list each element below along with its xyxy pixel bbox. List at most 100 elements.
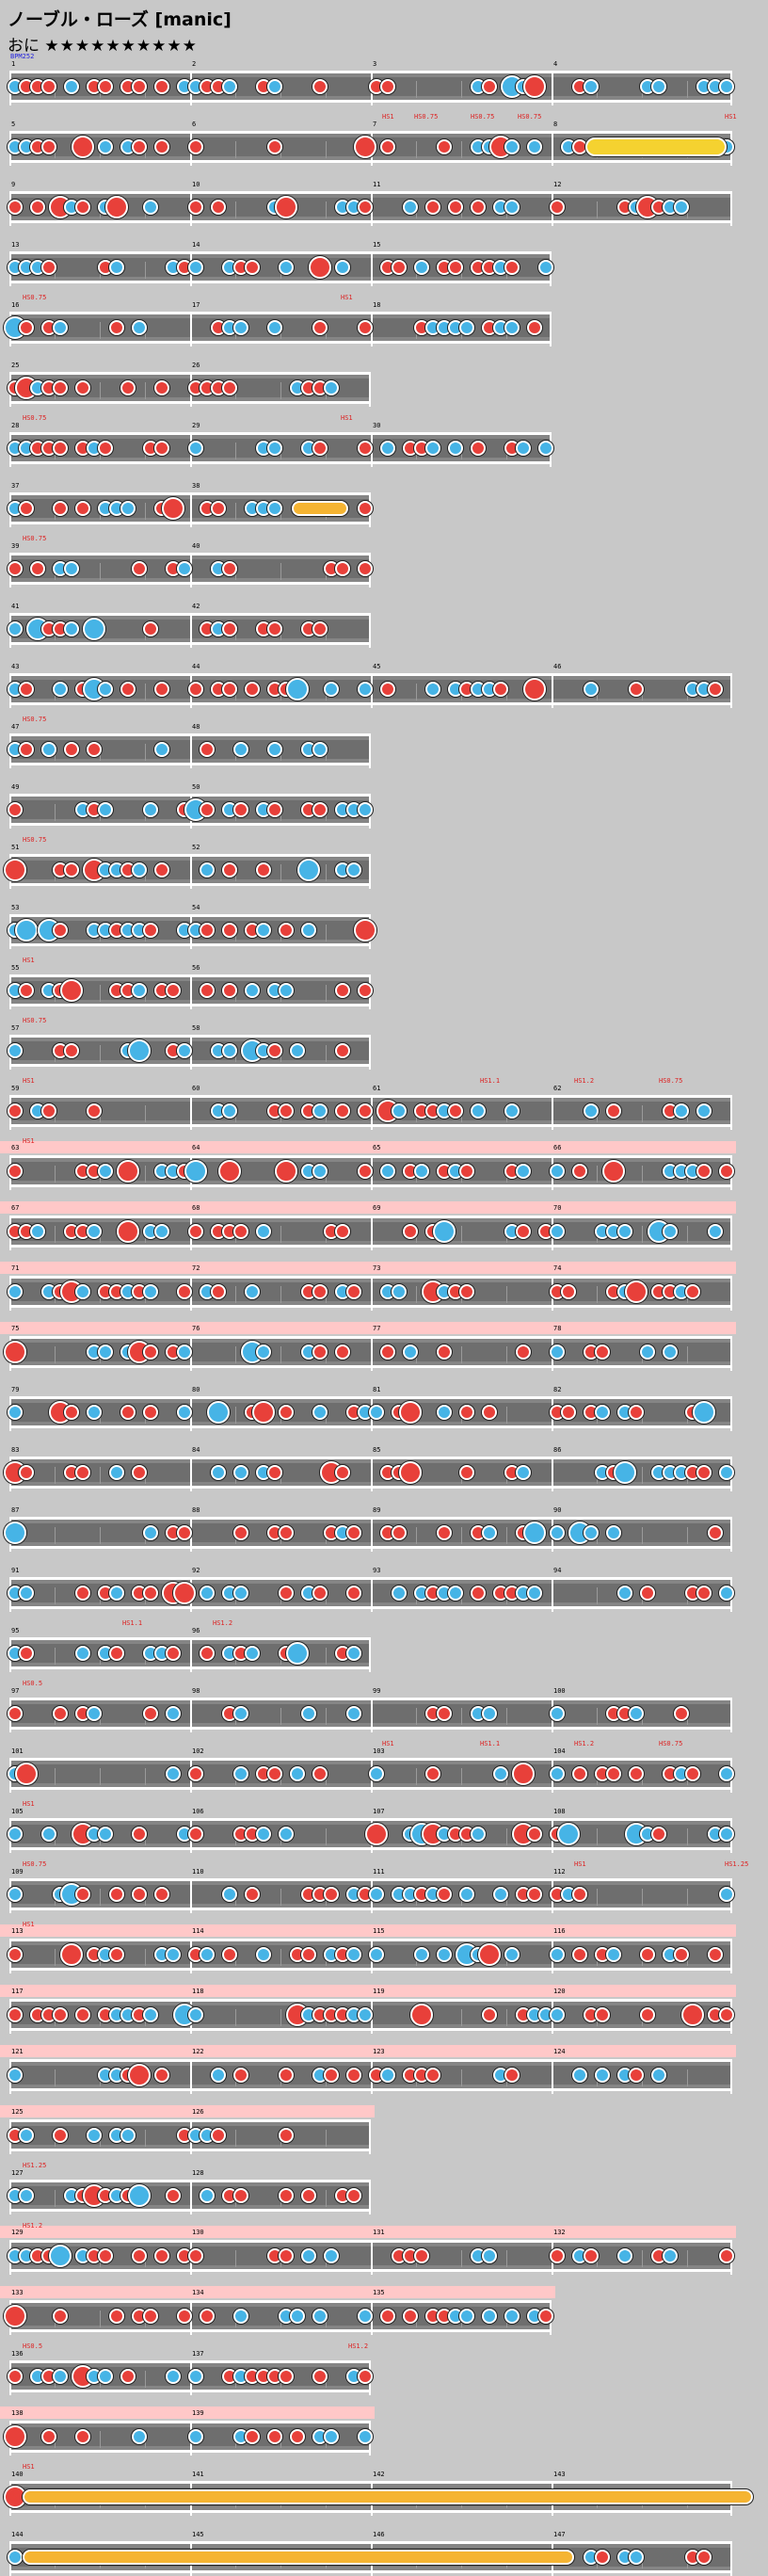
don-note [64, 1043, 79, 1058]
beat-line [145, 2130, 146, 2147]
ka-note [425, 441, 440, 456]
beat-line [55, 1587, 56, 1604]
don-note [504, 260, 520, 275]
don-note [335, 1465, 350, 1480]
don-note [380, 2309, 395, 2324]
ka-note [719, 79, 734, 94]
event-label: HS1.2 [574, 1740, 595, 1747]
note-lane [8, 2541, 732, 2576]
don-note [392, 1525, 407, 1540]
ka-note [132, 862, 147, 877]
ka-note [8, 1887, 23, 1902]
ka-note [312, 1164, 328, 1179]
ka-note [222, 79, 237, 94]
don-note [143, 1706, 158, 1721]
note-lane [8, 1758, 734, 1793]
ka-note [719, 1766, 734, 1781]
beat-line [687, 1346, 688, 1363]
beat-line [55, 1768, 56, 1785]
beat-line [145, 262, 146, 279]
bar-number: 118 [192, 1988, 204, 1995]
bar-number: 119 [373, 1988, 385, 1995]
event-label: HS0.75 [23, 716, 47, 723]
don-note [606, 1103, 621, 1119]
don-note [143, 1405, 158, 1420]
don-note [267, 621, 282, 636]
bar-number: 145 [192, 2531, 204, 2538]
don-note [233, 1525, 248, 1540]
ka-note [324, 682, 339, 697]
don-note [200, 983, 215, 998]
don-note [64, 862, 79, 877]
ka-note [177, 1405, 192, 1420]
bar-number: 70 [553, 1204, 562, 1212]
bar-number: 67 [11, 1204, 20, 1212]
difficulty-stars: ★★★★★★★★★★ [44, 37, 198, 56]
ka-note [433, 1220, 456, 1243]
don-note [301, 2188, 316, 2203]
bar-number: 30 [373, 422, 381, 429]
don-note [471, 200, 486, 215]
gogo-band [0, 1924, 736, 1937]
chart-row: 105 106 107 108 HS1 [0, 1800, 734, 1853]
bar-number: 59 [11, 1085, 20, 1092]
don-note [392, 260, 407, 275]
beat-line [642, 2250, 643, 2267]
don-note [572, 1887, 587, 1902]
barline [730, 1700, 732, 1732]
barline [730, 1279, 732, 1311]
don-note [410, 2004, 433, 2026]
don-note [233, 2068, 248, 2083]
bar-number: 37 [11, 482, 20, 490]
bar-number: 12 [553, 181, 562, 188]
don-note [30, 561, 45, 576]
note-lane [4, 1457, 734, 1491]
beat-line [326, 1828, 327, 1845]
don-note [53, 2309, 68, 2324]
don-note [132, 1887, 147, 1902]
beat-line [280, 1708, 281, 1725]
event-label: HS1 [574, 1860, 586, 1868]
ka-note [143, 802, 158, 817]
beat-line [235, 2009, 236, 2026]
ka-note [128, 2184, 151, 2207]
ka-note [256, 1827, 271, 1842]
don-note [75, 1586, 90, 1601]
don-note [177, 1525, 192, 1540]
bar-number: 17 [192, 301, 200, 309]
don-note [188, 2248, 203, 2263]
beat-line [461, 1346, 462, 1363]
note-lane [8, 1698, 732, 1732]
ka-note [516, 1465, 531, 1480]
ka-note [471, 1103, 486, 1119]
don-note [211, 200, 226, 215]
bar-number: 55 [11, 964, 20, 972]
beat-line [280, 563, 281, 580]
barline [730, 1218, 732, 1250]
ka-note [166, 1947, 181, 1962]
gogo-band [0, 2286, 555, 2298]
ka-note [30, 1224, 45, 1239]
don-note [324, 2068, 339, 2083]
ka-note [584, 682, 599, 697]
event-label: HS1 [382, 113, 394, 121]
ka-note [482, 2309, 497, 2324]
beat-line [506, 1286, 507, 1303]
don-note [154, 139, 169, 154]
ka-note [98, 1827, 113, 1842]
ka-note [324, 2248, 339, 2263]
beat-line [506, 1708, 507, 1725]
don-note [459, 1465, 474, 1480]
barline [369, 857, 371, 889]
beat-line [55, 1166, 56, 1183]
don-note [188, 682, 203, 697]
don-note [120, 380, 136, 395]
don-note [602, 1160, 625, 1183]
note-lane [8, 1095, 732, 1130]
ka-note [392, 1284, 407, 1299]
beat-line [597, 1708, 598, 1725]
ka-note [346, 862, 361, 877]
don-note [8, 1164, 23, 1179]
ka-note [550, 1706, 565, 1721]
bar-number: 14 [192, 241, 200, 249]
